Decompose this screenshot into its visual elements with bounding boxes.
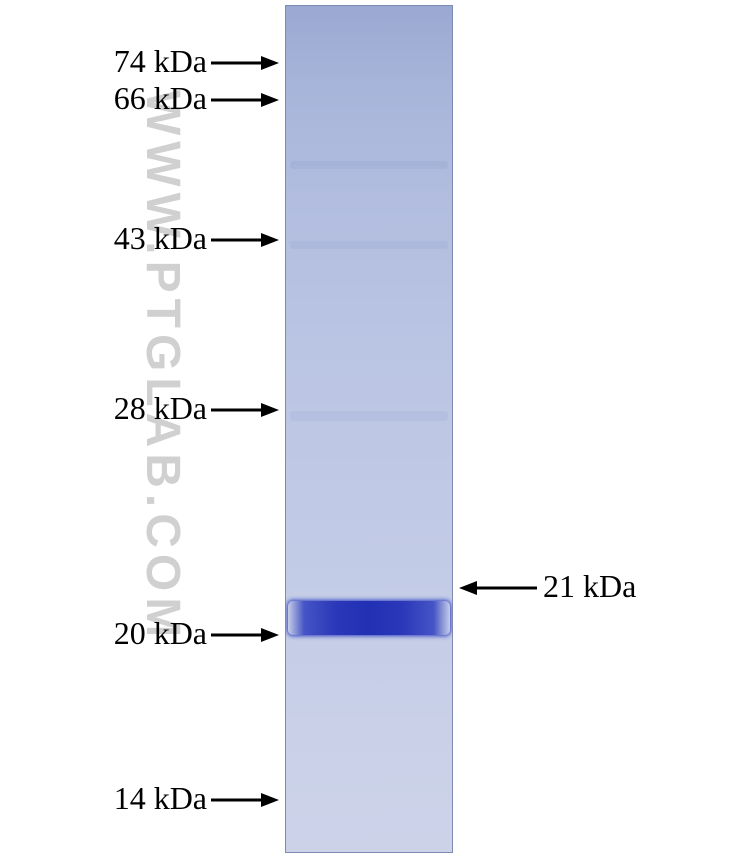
faint-band [290, 161, 448, 169]
marker-label: 43 kDa [114, 222, 207, 254]
marker-label: 74 kDa [114, 45, 207, 77]
watermark-text: WWW.PTGLAB.COM [135, 90, 190, 643]
faint-band [290, 241, 448, 249]
sample-band-label: 21 kDa [543, 570, 636, 602]
marker-label: 14 kDa [114, 782, 207, 814]
marker-label: 20 kDa [114, 617, 207, 649]
marker-label: 66 kDa [114, 82, 207, 114]
faint-band [290, 411, 448, 421]
gel-lane [285, 5, 453, 853]
watermark: WWW.PTGLAB.COM [135, 90, 190, 643]
marker-label: 28 kDa [114, 392, 207, 424]
protein-band [288, 601, 450, 635]
